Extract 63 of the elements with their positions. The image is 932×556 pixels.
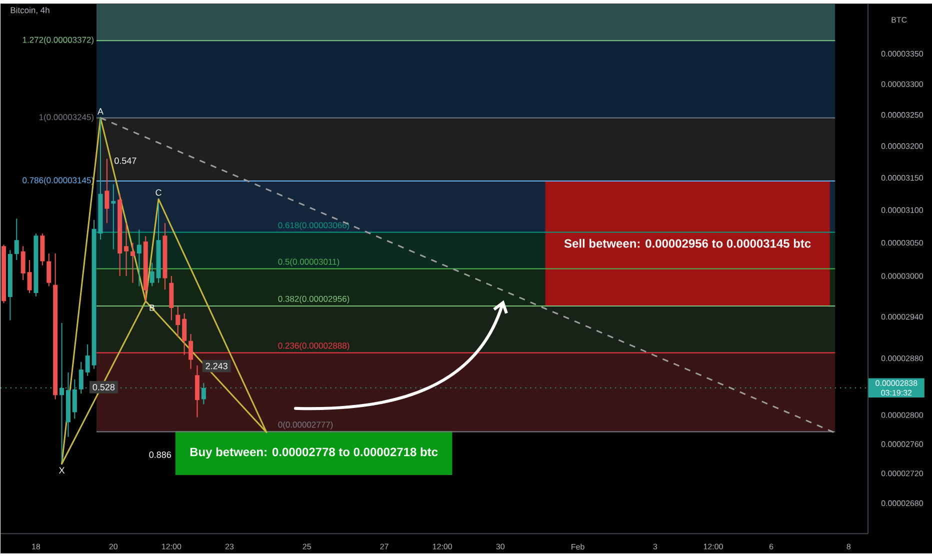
candlestick [78,361,84,394]
x-tick-label: 8 [846,544,851,550]
candlestick [130,242,135,284]
candlestick [14,218,19,261]
y-tick-label: 0.00003250 [881,112,924,118]
x-tick-label: 12:00 [432,544,452,550]
y-tick-label: 0.00003100 [881,207,924,213]
ref-line-label: 0(0.00002777) [278,421,333,430]
x-tick-label: 23 [225,544,234,550]
x-tick-label: 6 [769,544,774,550]
y-tick-label: 0.00003200 [881,143,924,149]
y-tick-label: 0.00002800 [881,412,924,418]
candlestick [182,312,187,356]
candlestick [27,260,32,294]
ref-line-label: 0.382(0.00002956) [278,296,350,304]
ref-line-label: 0.786(0.00003145) [22,177,94,185]
x-tick-label: Feb [572,544,584,550]
ref-line-label: 1.272(0.00003372) [22,36,94,45]
x-tick-label: 12:00 [162,544,182,550]
candlestick [104,158,110,224]
x-tick-label: 30 [496,544,505,550]
candlestick [136,229,142,287]
annotation: 0.886 [149,452,171,458]
y-tick-label: 0.00003050 [881,240,924,246]
annotation: X [58,467,65,474]
ref-line-label: 0.5(0.00003011) [278,258,340,266]
ref-line-label: 0.236(0.00002888) [278,342,350,350]
annotation: C [156,189,162,196]
y-tick-label: 0.00002680 [881,500,924,506]
x-tick-label: 12:00 [704,544,723,550]
annotation: A [98,108,104,115]
annotation: 0.547 [114,158,136,164]
ref-line-label: 1(0.00003245) [39,114,94,122]
y-tick-label: 0.00002720 [881,470,924,476]
band-label: Sell between: 0.00002956 to 0.00003145 btc [564,238,811,248]
x-tick-label: 20 [109,544,118,550]
annotation: B [150,304,155,311]
candlestick [176,306,180,338]
y-tick-label: 0.00002880 [881,356,924,362]
chart-title: Bitcoin, 4h [10,6,50,14]
x-tick-label: 27 [380,544,388,550]
y-axis-title: BTC [892,17,907,23]
candlestick [20,246,26,281]
band-label: Buy between: 0.00002778 to 0.00002718 btc [190,447,438,459]
candlestick [188,333,194,370]
y-tick-label: 0.00002760 [881,441,924,447]
y-tick-label: 0.00003300 [881,81,924,87]
y-tick-label: 0.00003150 [881,175,924,181]
annotation: 2.243 [206,362,228,370]
candlestick [111,184,116,250]
y-tick-label: 0.00003350 [881,50,924,57]
x-tick-label: 18 [32,544,40,550]
y-tick-label: 0.00003000 [881,273,924,279]
x-tick-label: 25 [302,544,311,550]
candlestick [46,252,52,287]
annotation: 0.528 [92,384,115,390]
ref-line-label: 0.618(0.00003066) [278,222,350,230]
candlestick [124,222,129,277]
candlestick [150,262,154,287]
candlestick [85,344,90,376]
y-tick-label: 0.00002940 [881,314,924,320]
ref-line-label: 0.00002838 03:19:32 [876,380,918,396]
x-tick-label: 3 [653,544,658,550]
